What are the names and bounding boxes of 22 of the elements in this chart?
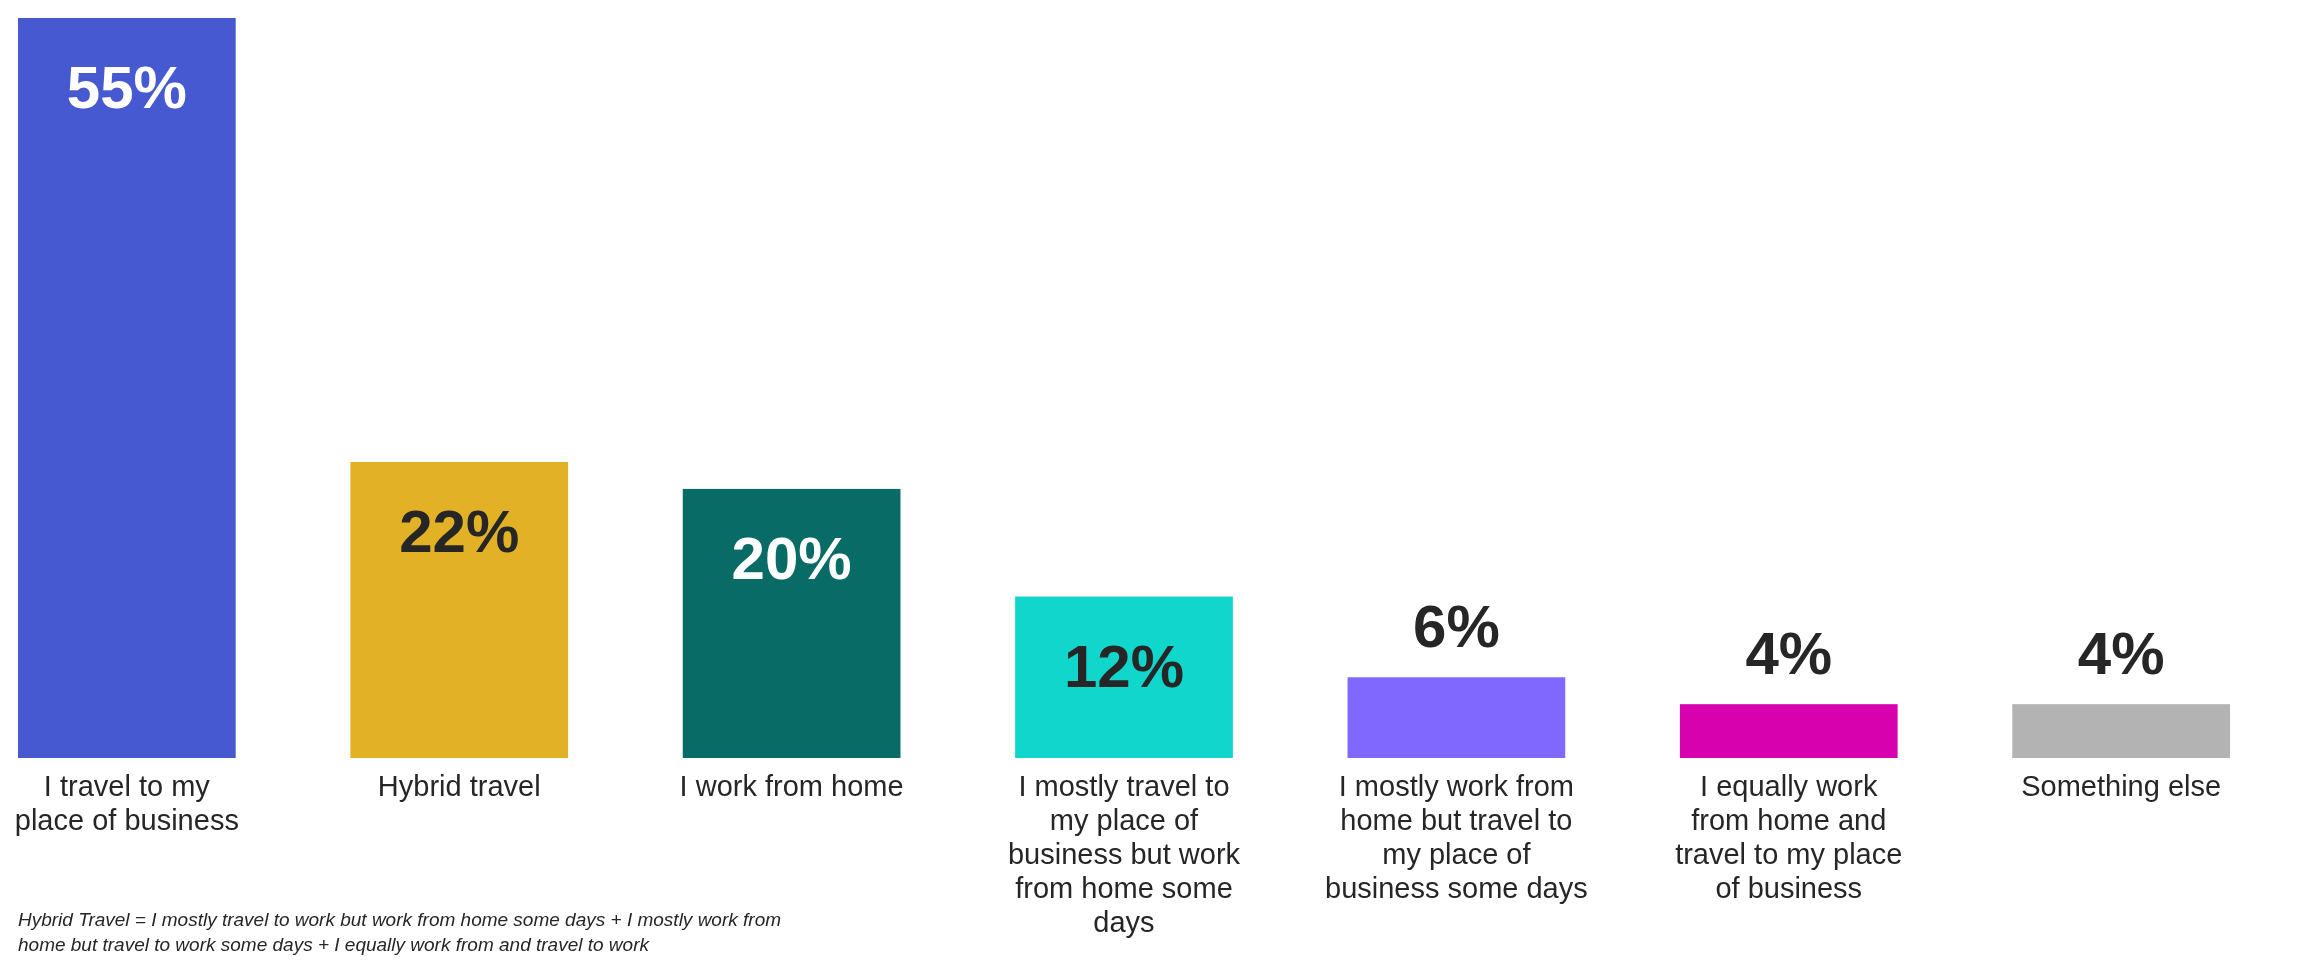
x-tick-label: I work from home <box>679 770 904 802</box>
x-tick-label: I mostly travel to my place of business but work from home some days <box>1007 770 1241 938</box>
x-tick-label: I travel to my place of business <box>14 770 239 836</box>
text: Hybrid Travel = I mostly travel to work but work from home some days + I mostly work from home but travel to work some days + I equally work from and travel to work <box>18 909 782 955</box>
bar <box>682 488 901 758</box>
x-tick-label: Hybrid travel <box>377 770 541 802</box>
data-label: 55% <box>66 54 187 121</box>
bar <box>1347 677 1566 758</box>
data-label: 12% <box>1063 632 1185 700</box>
bar <box>350 462 569 758</box>
bar <box>1015 596 1233 758</box>
bar <box>2012 704 2230 758</box>
x-tick-label: Something else <box>2021 770 2222 802</box>
x-tick-label: I equally work from home and travel to my place of business <box>1675 770 1903 904</box>
bar <box>18 18 236 758</box>
data-label: 4% <box>2077 620 2165 688</box>
data-label: 22% <box>399 498 520 565</box>
x-tick-label: I mostly work from home but travel to my place of business some days <box>1325 770 1588 904</box>
data-label: 20% <box>731 524 852 592</box>
data-label: 4% <box>1745 620 1833 688</box>
bar <box>1679 704 1898 758</box>
data-label: 6% <box>1413 593 1500 661</box>
